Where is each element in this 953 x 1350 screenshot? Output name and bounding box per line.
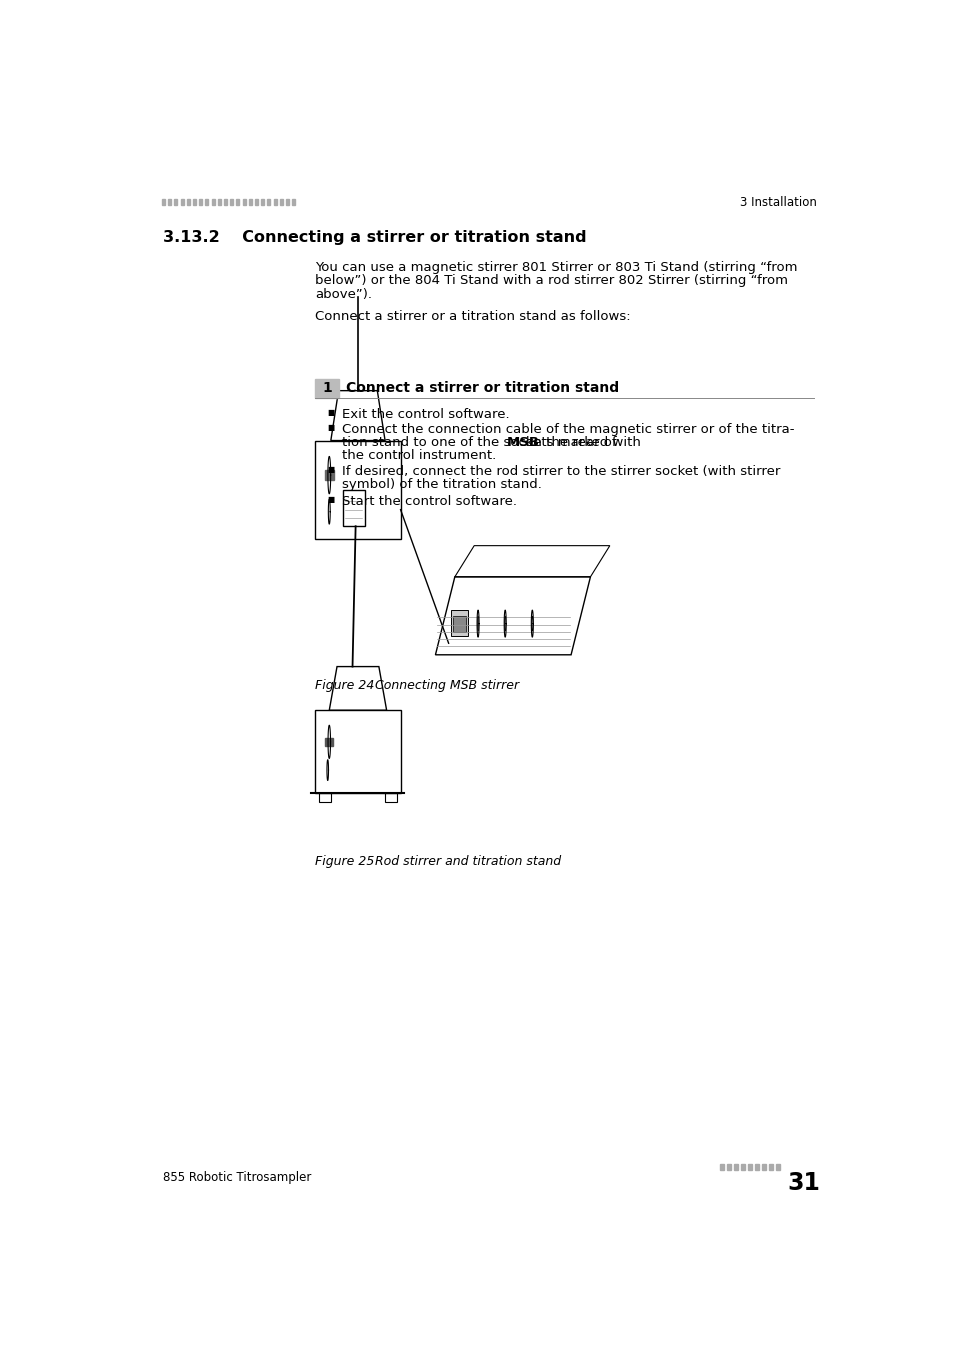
Text: above”).: above”). — [315, 289, 372, 301]
Text: the control instrument.: the control instrument. — [341, 450, 496, 462]
Bar — [451, 610, 468, 636]
Bar — [212, 198, 214, 205]
Bar — [217, 198, 220, 205]
Bar — [254, 198, 257, 205]
Bar — [199, 198, 202, 205]
Bar — [768, 1165, 772, 1169]
Bar — [286, 198, 289, 205]
Bar — [315, 440, 400, 539]
Text: 855 Robotic Titrosampler: 855 Robotic Titrosampler — [163, 1170, 312, 1184]
Text: tion stand to one of the sockets marked with: tion stand to one of the sockets marked … — [341, 436, 644, 450]
Bar — [319, 794, 331, 802]
Text: ■: ■ — [327, 494, 334, 504]
Bar — [720, 1165, 723, 1169]
Bar — [754, 1165, 758, 1169]
Bar — [279, 198, 282, 205]
Bar — [325, 737, 333, 747]
Bar — [261, 198, 264, 205]
Bar — [385, 794, 396, 802]
Text: ■: ■ — [327, 466, 334, 474]
Text: MSB: MSB — [506, 436, 538, 450]
Bar — [324, 470, 334, 481]
Text: Figure 24: Figure 24 — [315, 679, 375, 693]
Text: If desired, connect the rod stirrer to the stirrer socket (with stirrer: If desired, connect the rod stirrer to t… — [341, 466, 780, 478]
Text: on the rear of: on the rear of — [520, 436, 616, 450]
Bar — [249, 198, 252, 205]
Bar — [242, 198, 245, 205]
Text: Rod stirrer and titration stand: Rod stirrer and titration stand — [375, 855, 560, 868]
Text: Connect a stirrer or a titration stand as follows:: Connect a stirrer or a titration stand a… — [315, 310, 630, 323]
Bar — [747, 1165, 751, 1169]
Bar — [726, 1165, 730, 1169]
Text: Start the control software.: Start the control software. — [341, 494, 517, 508]
Text: below”) or the 804 Ti Stand with a rod stirrer 802 Stirrer (stirring “from: below”) or the 804 Ti Stand with a rod s… — [315, 274, 787, 288]
Text: ■: ■ — [327, 409, 334, 417]
Text: 3 Installation: 3 Installation — [740, 196, 816, 208]
Bar — [292, 198, 294, 205]
Bar — [168, 198, 171, 205]
Bar — [162, 198, 165, 205]
Bar — [274, 198, 276, 205]
Bar — [174, 198, 177, 205]
Bar — [205, 198, 208, 205]
Bar — [343, 490, 365, 526]
Text: Connect the connection cable of the magnetic stirrer or of the titra-: Connect the connection cable of the magn… — [341, 423, 793, 436]
Bar — [315, 710, 400, 794]
Bar — [740, 1165, 744, 1169]
Bar — [224, 198, 227, 205]
Text: You can use a magnetic stirrer 801 Stirrer or 803 Ti Stand (stirring “from: You can use a magnetic stirrer 801 Stirr… — [315, 261, 797, 274]
Bar — [760, 1165, 765, 1169]
Bar — [453, 617, 465, 632]
Bar — [267, 198, 270, 205]
Bar — [193, 198, 195, 205]
Text: Figure 25: Figure 25 — [315, 855, 375, 868]
Bar — [180, 198, 183, 205]
Text: Connect a stirrer or titration stand: Connect a stirrer or titration stand — [346, 382, 618, 396]
Text: 1: 1 — [322, 382, 332, 396]
Text: 3.13.2    Connecting a stirrer or titration stand: 3.13.2 Connecting a stirrer or titration… — [163, 230, 586, 244]
Bar — [733, 1165, 737, 1169]
Text: Exit the control software.: Exit the control software. — [341, 409, 509, 421]
Text: ■: ■ — [327, 423, 334, 432]
Text: symbol) of the titration stand.: symbol) of the titration stand. — [341, 478, 541, 491]
Bar — [236, 198, 239, 205]
Text: Connecting MSB stirrer: Connecting MSB stirrer — [375, 679, 518, 693]
Bar — [230, 198, 233, 205]
Text: 31: 31 — [786, 1170, 820, 1195]
Bar — [315, 379, 338, 398]
Bar — [775, 1165, 779, 1169]
Bar — [187, 198, 190, 205]
